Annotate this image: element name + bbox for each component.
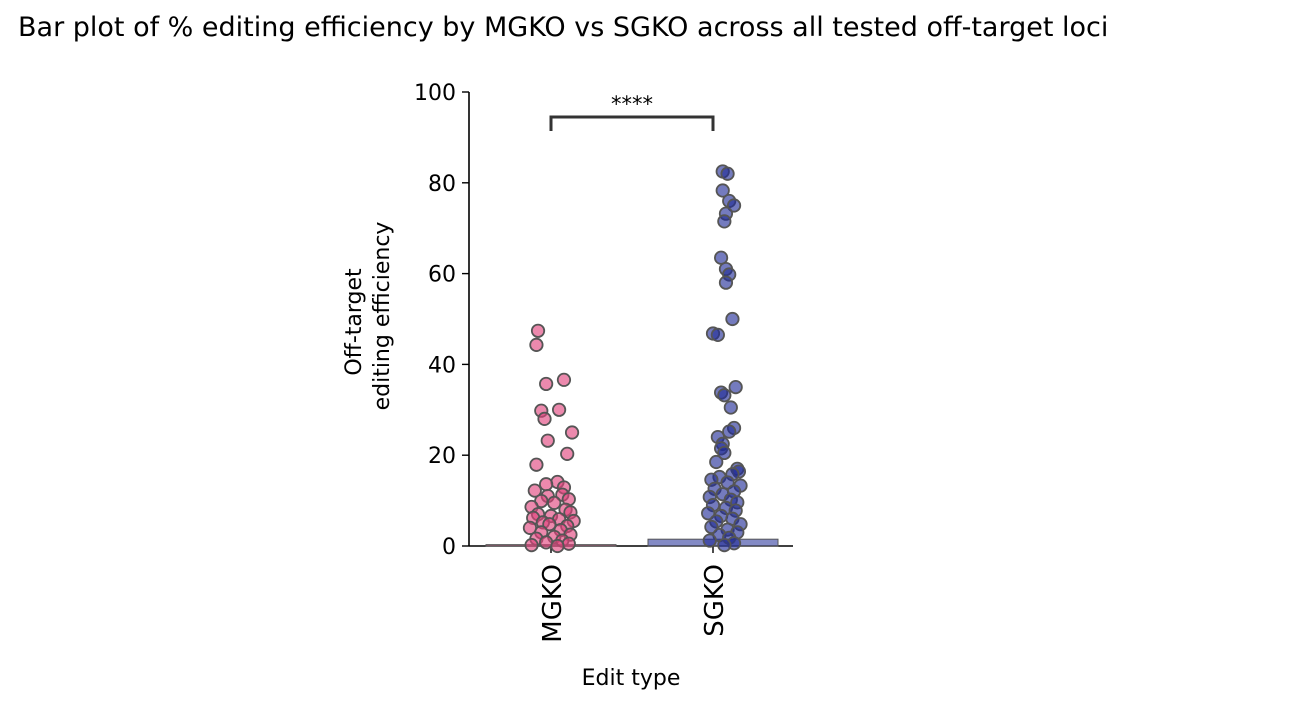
data-point-mgko: [529, 337, 544, 352]
data-point-sgko: [717, 214, 732, 229]
data-point-sgko: [728, 379, 743, 395]
data-point-mgko: [537, 411, 552, 426]
significance-bracket: [549, 115, 715, 131]
x-axis-label: Edit type: [582, 666, 681, 691]
data-point-mgko: [539, 376, 554, 392]
data-point-mgko: [556, 372, 572, 387]
data-point-sgko: [704, 519, 719, 535]
data-point-mgko: [560, 446, 575, 461]
y-axis-label-line-1: Off-target: [342, 268, 367, 376]
data-point-mgko: [551, 402, 567, 417]
data-point-sgko: [715, 183, 730, 198]
data-point-sgko: [717, 388, 732, 403]
data-point-sgko: [722, 424, 737, 439]
points: [522, 164, 748, 554]
y-tick-label: 40: [428, 353, 456, 378]
annotations: ****: [549, 92, 715, 131]
data-point-sgko: [709, 454, 724, 470]
data-point-mgko: [529, 457, 544, 472]
data-point-sgko: [725, 311, 740, 327]
x-tick-label-sgko: SGKO: [700, 564, 730, 637]
data-point-mgko: [530, 323, 546, 338]
data-point-mgko: [540, 433, 555, 448]
y-tick-label: 100: [414, 81, 456, 106]
data-point-sgko: [717, 537, 732, 553]
chart-title: Bar plot of % editing efficiency by MGKO…: [18, 12, 1109, 43]
y-tick-label: 80: [428, 172, 456, 197]
data-point-mgko: [564, 425, 580, 440]
data-point-mgko: [524, 537, 539, 553]
data-point-sgko: [726, 198, 742, 213]
data-point-mgko: [542, 517, 557, 532]
data-point-mgko: [547, 495, 562, 510]
y-tick-label: 60: [428, 263, 456, 288]
data-point-mgko: [539, 477, 554, 492]
data-point-sgko: [717, 445, 732, 461]
significance-label: ****: [611, 92, 653, 116]
x-tick-label-mgko: MGKO: [538, 564, 568, 643]
axes: 0 20 40 60 80 100 MGKO SGKO: [414, 81, 793, 643]
data-point-sgko: [702, 533, 717, 548]
data-point-sgko: [723, 400, 738, 415]
data-point-sgko: [720, 166, 735, 181]
data-point-sgko: [701, 506, 716, 521]
y-tick-label: 20: [428, 444, 456, 469]
data-point-sgko: [710, 327, 725, 342]
data-point-mgko: [550, 538, 565, 554]
data-point-mgko: [527, 483, 542, 498]
y-axis-label-line-2: editing efficiency: [370, 222, 395, 411]
y-tick-label: 0: [442, 535, 456, 560]
data-point-sgko: [718, 275, 734, 290]
data-point-mgko: [561, 536, 576, 551]
